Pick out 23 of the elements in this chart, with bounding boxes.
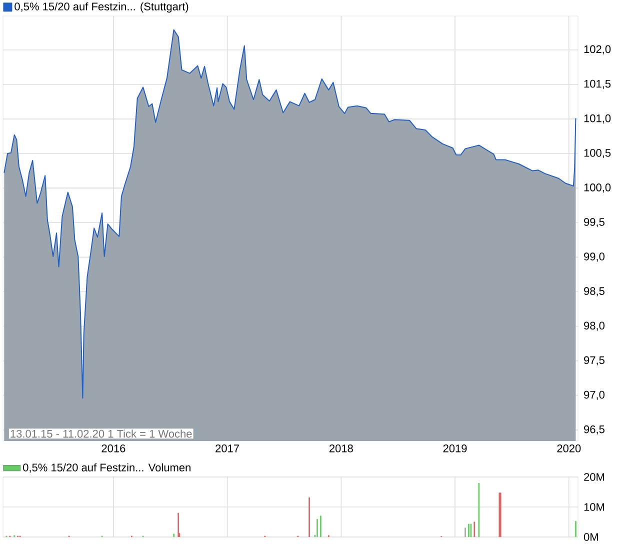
x-tick-label: 2019 bbox=[443, 444, 467, 452]
x-tick-label: 2020 bbox=[557, 444, 581, 452]
y-tick-label: 97,5 bbox=[584, 356, 604, 366]
y-tick-label: 98,0 bbox=[584, 322, 605, 331]
y-tick-label: 101,0 bbox=[584, 114, 611, 124]
y-tick-label: 98,5 bbox=[584, 287, 604, 296]
y-tick-label: 10M bbox=[584, 503, 604, 511]
y-tick-label: 96,5 bbox=[584, 425, 604, 434]
y-tick-label: 97,0 bbox=[584, 390, 605, 400]
x-tick-label: 2016 bbox=[102, 444, 126, 452]
x-tick-label: 2018 bbox=[329, 444, 353, 452]
annotation: 13.01.15 - 11.02.20 1 Tick = 1 Woche bbox=[10, 430, 192, 438]
y-tick-label: 102,0 bbox=[584, 45, 611, 54]
legend-label: 0,5% 15/20 auf Festzin... Volumen bbox=[23, 463, 190, 473]
y-tick-label: 100,5 bbox=[584, 148, 611, 158]
legend-label: 0,5% 15/20 auf Festzin... (Stuttgart) bbox=[14, 2, 188, 13]
y-tick-label: 100,0 bbox=[584, 184, 611, 193]
y-tick-label: 20M bbox=[584, 473, 604, 481]
y-tick-label: 0M bbox=[584, 533, 598, 541]
y-tick-label: 99,5 bbox=[584, 218, 604, 228]
y-tick-label: 99,0 bbox=[584, 252, 605, 262]
x-tick-label: 2017 bbox=[216, 444, 239, 452]
y-tick-label: 101,5 bbox=[584, 80, 611, 89]
